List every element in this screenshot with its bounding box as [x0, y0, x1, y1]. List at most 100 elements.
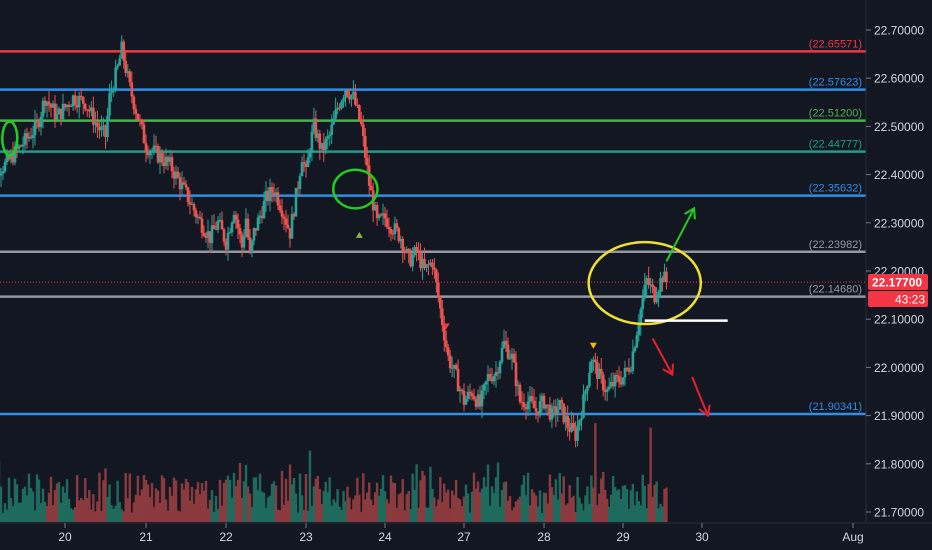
candle-body [532, 400, 536, 409]
horizontal-levels[interactable] [0, 50, 866, 416]
level-price-label: (21.90341) [809, 401, 862, 413]
candle-body [244, 218, 248, 237]
volume-bar [86, 498, 89, 522]
candle-body [478, 394, 482, 407]
candle-body [172, 171, 176, 179]
volume-bar [623, 485, 627, 522]
drawings[interactable] [1, 120, 728, 418]
candle-body [146, 151, 150, 156]
volume-bar [198, 494, 202, 522]
candle-body [437, 282, 440, 298]
candle-body [419, 252, 422, 269]
candle-body [88, 109, 91, 112]
candle-body [164, 156, 168, 166]
volume-bar [19, 502, 23, 522]
volume-bar [383, 491, 387, 522]
candle-body [67, 104, 71, 107]
candle-body [45, 101, 49, 106]
candle-body [588, 372, 591, 387]
volume-bar [534, 495, 538, 522]
candle-body [73, 95, 77, 105]
candle-body [586, 386, 589, 391]
volume-bar [373, 492, 377, 522]
candle-body [387, 227, 391, 229]
volume-bar [516, 499, 520, 522]
volume-bar [33, 510, 37, 522]
volume-bar [210, 490, 214, 522]
volume-bar [184, 478, 188, 522]
volume-bar [486, 464, 490, 522]
candle-body [637, 324, 641, 336]
candle-body [0, 173, 3, 176]
time-axis[interactable]: 20 21 22 23 24 27 28 29 30 Aug [58, 523, 864, 544]
price-axis[interactable]: 22.70000 22.60000 22.50000 22.40000 22.30000… [866, 24, 924, 520]
volume-bar [562, 476, 565, 522]
volume-bar [387, 503, 391, 522]
candle-body [492, 375, 496, 382]
candle-body [450, 367, 454, 369]
candle-body [526, 401, 530, 410]
candle-body [498, 361, 502, 374]
volume-bar [84, 478, 87, 522]
time-tick-label: 21 [139, 530, 153, 544]
volume-bar [663, 488, 666, 522]
volume-bars [0, 423, 668, 522]
volume-bar [118, 502, 121, 522]
candle-body [92, 107, 95, 125]
candle-body [576, 425, 579, 441]
candle-body [354, 91, 357, 105]
candle-body [130, 82, 134, 97]
volume-bar [366, 492, 369, 522]
candle-body [39, 116, 43, 128]
candle-body [338, 107, 341, 109]
candle-body [570, 422, 573, 432]
volume-bar [264, 507, 268, 522]
candle-body [572, 422, 575, 429]
candle-body [617, 376, 621, 382]
volume-bar [352, 499, 355, 522]
volume-bar [238, 462, 242, 522]
volume-bar [520, 484, 524, 522]
volume-bar [480, 488, 484, 522]
volume-bar [278, 510, 282, 522]
volume-bar [160, 475, 164, 522]
candle-body [274, 192, 278, 195]
volume-bar [57, 482, 61, 522]
volume-bar [314, 478, 318, 522]
volume-bar [222, 482, 226, 522]
candle-body [300, 162, 304, 177]
time-tick-label: 29 [616, 530, 630, 544]
candle-body [546, 404, 550, 406]
candle-body [554, 406, 558, 415]
volume-bar [413, 489, 416, 522]
volume-bar [602, 471, 605, 522]
candle-body [304, 163, 308, 168]
volume-bar [617, 489, 621, 522]
volume-bar [600, 478, 603, 522]
volume-bar [588, 503, 591, 522]
candle-body [240, 234, 244, 248]
candle-body [158, 153, 162, 163]
candle-body [79, 95, 83, 98]
volume-bar [580, 503, 583, 522]
candle-body [234, 214, 238, 220]
volume-bar [536, 506, 540, 522]
candle-body [361, 124, 365, 136]
volume-bar [360, 511, 363, 522]
volume-bar [232, 472, 236, 522]
volume-bar [502, 482, 506, 522]
candle-body [47, 101, 51, 105]
volume-bar [576, 476, 579, 522]
candle-body [599, 368, 603, 375]
candle-body [148, 151, 152, 156]
price-tick-label: 21.70000 [874, 506, 924, 520]
volume-bar [41, 488, 45, 522]
volume-bar [635, 491, 639, 522]
volume-bar [114, 505, 117, 522]
volume-bar [168, 486, 172, 522]
candle-body [192, 204, 196, 211]
volume-bar [437, 499, 440, 522]
candle-body [100, 126, 103, 131]
volume-bar [391, 482, 395, 522]
